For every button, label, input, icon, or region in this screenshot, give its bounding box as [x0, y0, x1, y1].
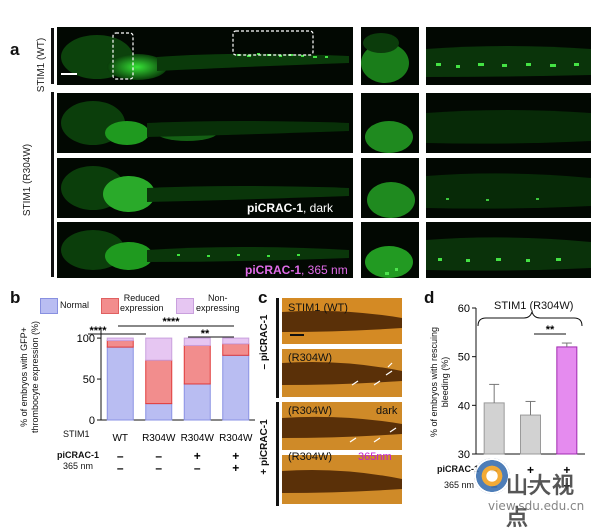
- panel-b-tick-label: 50: [83, 374, 95, 386]
- fish-image-wt-head-zoom: [361, 27, 419, 85]
- bar-non-expressing: [183, 337, 211, 346]
- fish-image-r304w-dark-tail-zoom: [426, 158, 591, 218]
- legend-normal-swatch: [40, 298, 58, 314]
- img-r304w-minus-label: (R304W): [288, 352, 333, 364]
- bar-non-expressing: [222, 337, 250, 345]
- row-picrac-label: piCRAC-1: [57, 450, 99, 460]
- img-wt-label: STIM1 (WT): [288, 302, 348, 314]
- panel-d-bar: [556, 346, 578, 455]
- x-category-label: R304W: [142, 433, 176, 444]
- bar-non-expressing: [106, 337, 134, 342]
- watermark-text: 山大视点: [506, 474, 576, 531]
- bleeding-image-wt: [282, 298, 402, 344]
- legend-reduced-label: Reduced expression: [120, 293, 164, 313]
- panel-b-label: b: [10, 288, 21, 307]
- panel-d-title: STIM1 (R304W): [494, 300, 574, 312]
- panel-d-nm-sign: +: [563, 479, 570, 493]
- fish-image-wt-whole: [57, 27, 353, 85]
- minus-picrac-bar: [276, 298, 279, 398]
- fish-image-r304w-1-head-zoom: [361, 93, 419, 153]
- watermark-url: view.sdu.edu.cn: [488, 499, 585, 513]
- bleeding-image-r304w-minus: [282, 349, 402, 397]
- row-365nm-label: 365 nm: [63, 461, 94, 471]
- img-365nm-tag: 365nm: [358, 451, 392, 463]
- fish-image-r304w-1-whole: [57, 93, 353, 153]
- bar-non-expressing: [145, 337, 173, 361]
- nm-sign: –: [117, 461, 124, 475]
- bar-reduced-expression: [145, 359, 173, 405]
- img-r304w-365nm-label: (R304W): [288, 451, 333, 463]
- nm-sign: –: [194, 461, 201, 475]
- bleeding-image-r304w-365nm: [282, 455, 402, 504]
- panel-d-tick-label: 30: [458, 449, 470, 461]
- panel-b-tick-label: 0: [89, 415, 95, 427]
- fish-image-r304w-dark-head-zoom: [361, 158, 419, 218]
- fish-image-r304w-1-tail-zoom: [426, 93, 591, 153]
- img-r304w-dark-label: (R304W): [288, 405, 333, 417]
- panel-d-row-365nm: 365 nm: [444, 480, 475, 490]
- fish-image-r304w-365nm-head-zoom: [361, 222, 419, 278]
- panel-d-row-picrac: piCRAC-1: [437, 464, 479, 474]
- panel-b-chart: **** **** ** 050100WT––R304W––R304W+–R30…: [77, 316, 255, 475]
- fish-image-r304w-365nm-tail-zoom: [426, 222, 591, 278]
- watermark-logo-icon: [474, 458, 510, 494]
- panel-d-tick-label: 60: [458, 303, 470, 315]
- img-dark-tag: dark: [376, 405, 398, 417]
- picrac-sign: +: [194, 449, 201, 463]
- x-category-label: R304W: [219, 433, 253, 444]
- legend-reduced-swatch: [101, 298, 119, 314]
- panel-d-picrac-sign: +: [527, 463, 534, 477]
- panel-d-label: d: [424, 288, 435, 307]
- nm-sign: –: [155, 461, 162, 475]
- fish-image-wt-tail-zoom: [426, 27, 591, 85]
- x-category-label: R304W: [181, 433, 215, 444]
- panel-d-tick-label: 40: [458, 400, 470, 412]
- plus-picrac-bar: [276, 402, 279, 506]
- picrac-sign: –: [117, 449, 124, 463]
- panel-d-tick-label: 50: [458, 352, 470, 364]
- picrac-365nm-label: piCRAC-1, 365 nm: [245, 263, 348, 277]
- picrac-sign: –: [155, 449, 162, 463]
- panel-a-label: a: [10, 40, 20, 59]
- legend-non-swatch: [176, 298, 194, 314]
- panel-d-picrac-sign: +: [563, 463, 570, 477]
- wt-bracket-bar: [51, 28, 54, 84]
- panel-c-label: c: [258, 288, 268, 307]
- panel-d-bar: [520, 414, 541, 455]
- bar-normal: [106, 346, 134, 421]
- bleeding-image-r304w-dark: [282, 402, 402, 450]
- panel-b-tick-label: 100: [77, 333, 95, 345]
- nm-sign: +: [232, 461, 239, 475]
- panel-d-brace: [477, 310, 583, 327]
- panel-d-sig: **: [546, 324, 555, 336]
- fish-image-r304w-dark-whole: [57, 158, 353, 218]
- x-category-label: WT: [112, 433, 128, 444]
- panel-b-sig-3: **: [201, 328, 210, 340]
- panel-b-sig-2: ****: [162, 316, 180, 328]
- row-stim1-label: STIM1: [63, 429, 90, 439]
- panel-d-nm-sign: –: [527, 479, 534, 493]
- legend-normal-label: Normal: [60, 300, 90, 310]
- picrac-sign: +: [232, 449, 239, 463]
- fish-image-r304w-365nm-whole: [57, 222, 353, 278]
- panel-d-bar: [483, 402, 505, 455]
- legend-non-label: Non- expressing: [196, 293, 240, 313]
- r304w-bracket-bar: [51, 92, 54, 277]
- picrac-dark-label: piCRAC-1, dark: [247, 201, 334, 215]
